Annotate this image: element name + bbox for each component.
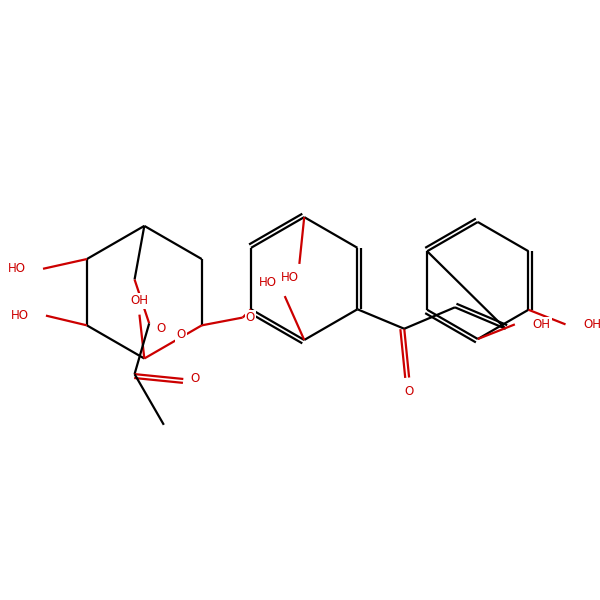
Text: HO: HO <box>10 309 28 322</box>
Text: O: O <box>176 328 185 341</box>
Text: HO: HO <box>259 276 277 289</box>
Text: HO: HO <box>281 271 299 284</box>
Text: OH: OH <box>130 295 148 307</box>
Text: O: O <box>156 322 166 335</box>
Text: O: O <box>190 373 200 385</box>
Text: OH: OH <box>532 318 550 331</box>
Text: O: O <box>246 311 255 324</box>
Text: HO: HO <box>7 262 25 275</box>
Text: O: O <box>404 385 414 398</box>
Text: OH: OH <box>583 318 600 331</box>
